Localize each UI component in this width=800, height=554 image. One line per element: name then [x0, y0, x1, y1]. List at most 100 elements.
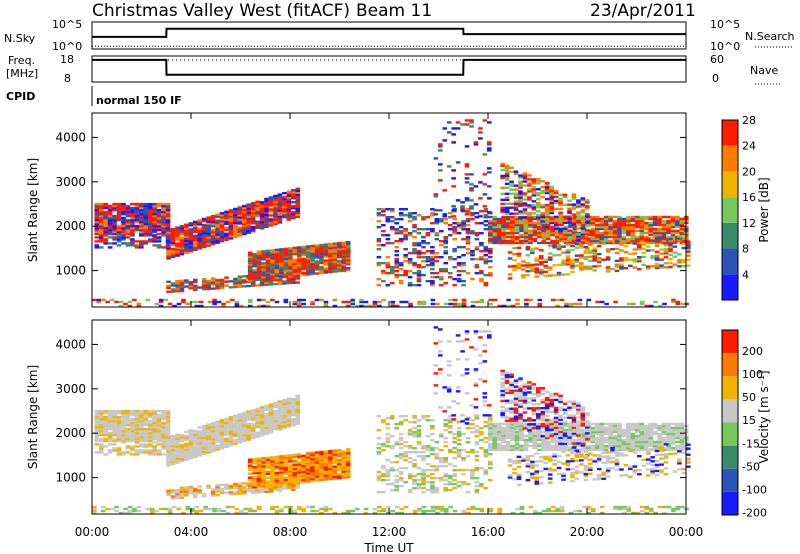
data-cell — [175, 451, 180, 454]
data-cell — [152, 453, 157, 456]
data-cell — [447, 482, 453, 486]
data-cell — [121, 206, 126, 210]
data-cell — [256, 479, 262, 482]
data-cell — [134, 437, 140, 441]
data-cell — [224, 487, 229, 490]
data-cell — [525, 248, 531, 251]
data-cell — [554, 241, 560, 245]
data-cell — [270, 462, 275, 465]
data-cell — [398, 261, 404, 265]
data-cell — [305, 456, 311, 459]
data-cell — [550, 446, 555, 450]
data-cell — [504, 206, 510, 210]
data-cell — [492, 227, 498, 231]
data-cell — [527, 206, 532, 209]
data-cell — [286, 409, 292, 412]
data-cell — [143, 437, 149, 441]
data-cell — [192, 284, 198, 288]
data-cell — [512, 246, 517, 250]
data-cell — [659, 236, 664, 239]
data-cell — [652, 223, 658, 227]
data-cell — [261, 278, 266, 281]
data-cell — [512, 252, 517, 256]
data-cell — [228, 217, 234, 220]
data-cell — [134, 220, 140, 224]
data-cell — [528, 221, 533, 225]
data-cell — [556, 247, 562, 251]
data-cell — [341, 472, 347, 475]
data-cell — [125, 224, 131, 228]
data-cell — [165, 224, 171, 228]
data-cell — [184, 227, 189, 230]
data-cell — [188, 244, 194, 247]
data-cell — [531, 206, 537, 209]
data-cell — [107, 433, 113, 437]
data-cell — [161, 427, 166, 431]
data-cell — [268, 415, 274, 418]
data-cell — [184, 285, 189, 288]
data-cell — [518, 200, 523, 203]
data-cell — [430, 464, 435, 468]
data-cell — [152, 210, 157, 214]
data-cell — [590, 229, 596, 233]
data-cell — [571, 207, 577, 210]
data-cell — [286, 200, 292, 203]
data-cell — [252, 269, 257, 272]
data-cell — [501, 227, 506, 231]
data-cell — [219, 421, 225, 424]
data-cell — [161, 413, 166, 417]
data-cell — [139, 204, 144, 208]
data-cell — [505, 448, 511, 452]
data-cell — [288, 480, 293, 483]
data-cell — [492, 235, 498, 239]
data-cell — [599, 227, 604, 231]
data-cell — [152, 214, 157, 218]
data-cell — [474, 466, 480, 470]
data-cell — [98, 222, 104, 226]
data-cell — [259, 215, 265, 218]
data-cell — [421, 302, 427, 306]
data-cell — [98, 427, 104, 431]
data-cell — [522, 202, 528, 205]
data-cell — [412, 261, 417, 265]
data-cell — [250, 213, 256, 217]
data-cell — [139, 212, 144, 216]
data-cell — [376, 442, 382, 446]
data-cell — [487, 141, 492, 144]
data-cell — [425, 249, 431, 253]
data-cell — [179, 451, 185, 455]
data-cell — [250, 489, 256, 492]
data-cell — [165, 202, 171, 206]
data-cell — [421, 216, 426, 219]
data-cell — [156, 429, 162, 433]
data-cell — [504, 182, 510, 186]
data-cell — [310, 302, 315, 306]
data-cell — [398, 436, 404, 440]
data-cell — [237, 413, 243, 416]
data-cell — [635, 237, 640, 241]
data-cell — [210, 449, 216, 453]
data-cell — [319, 460, 324, 464]
data-cell — [170, 444, 176, 448]
data-cell — [590, 430, 596, 434]
data-cell — [170, 255, 176, 259]
data-cell — [125, 242, 131, 245]
data-cell — [332, 262, 338, 265]
data-cell — [301, 263, 306, 267]
data-cell — [188, 486, 194, 489]
data-cell — [479, 243, 484, 247]
data-cell — [519, 225, 524, 229]
data-cell — [527, 190, 532, 193]
data-cell — [170, 229, 176, 233]
data-cell — [237, 484, 243, 487]
data-cell — [398, 263, 404, 267]
data-cell — [130, 417, 135, 421]
data-cell — [279, 465, 284, 468]
data-cell — [626, 424, 631, 428]
data-cell — [282, 406, 287, 410]
data-cell — [512, 266, 517, 270]
data-cell — [98, 234, 104, 237]
